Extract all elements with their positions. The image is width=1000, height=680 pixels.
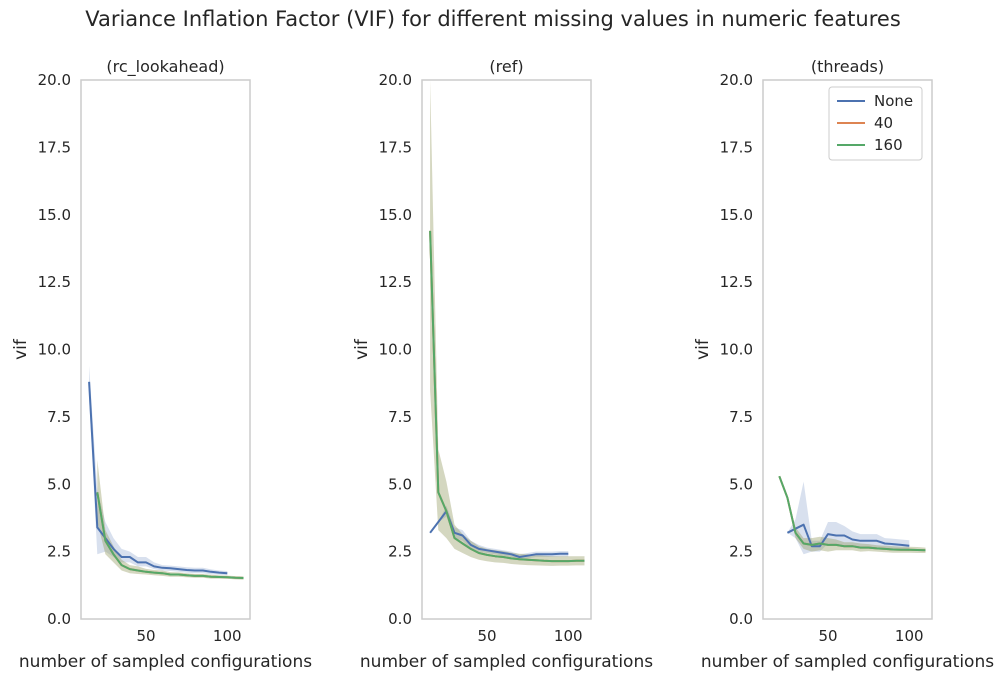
y-tick-label: 20.0 [379, 71, 412, 89]
x-axis-label: number of sampled configurations [360, 652, 653, 672]
series-line-160 [778, 475, 926, 552]
x-tick-label: 100 [213, 627, 242, 645]
y-tick-label: 7.5 [47, 408, 71, 426]
y-tick-label: 5.0 [729, 475, 753, 493]
ci-band-160 [430, 80, 585, 566]
y-tick-label: 0.0 [388, 610, 412, 628]
y-tick-label: 17.5 [720, 138, 753, 156]
legend: None 40 160 [828, 86, 923, 161]
series-line-none [429, 510, 569, 558]
series-line-40 [429, 230, 585, 563]
y-tick-label: 10.0 [720, 341, 753, 359]
y-tick-label: 20.0 [38, 71, 71, 89]
y-tick-label: 10.0 [38, 341, 71, 359]
subplot-rc-lookahead: 0.0 2.5 5.0 7.5 10.0 12.5 15.0 17.5 20.0 50 100 (rc… [11, 57, 312, 672]
y-axis-label: vif [11, 338, 31, 360]
y-tick-label: 5.0 [47, 475, 71, 493]
plot-area [88, 365, 244, 580]
axes-frame [80, 79, 251, 620]
legend-label-none: None [874, 92, 913, 110]
x-tick-label: 50 [477, 627, 496, 645]
y-tick-label: 5.0 [388, 475, 412, 493]
series-line-none [786, 523, 910, 548]
legend-box [828, 86, 923, 161]
y-tick-label: 12.5 [720, 273, 753, 291]
subplot-panels: 0.0 2.5 5.0 7.5 10.0 12.5 15.0 17.5 20.0 50 100 (rc… [11, 57, 994, 672]
plot-area [778, 475, 926, 555]
y-tick-label: 15.0 [38, 206, 71, 224]
subplot-ref: 0.0 2.5 5.0 7.5 10.0 12.5 15.0 17.5 20.0 50 100 (re… [352, 57, 653, 672]
legend-label-40: 40 [874, 114, 893, 132]
y-tick-label: 0.0 [729, 610, 753, 628]
y-tick-label: 2.5 [388, 543, 412, 561]
x-tick-label: 50 [818, 627, 837, 645]
figure-title: Variance Inflation Factor (VIF) for diff… [85, 7, 901, 31]
y-tick-label: 20.0 [720, 71, 753, 89]
subplot-threads: 0.0 2.5 5.0 7.5 10.0 12.5 15.0 17.5 20.0 50 100 (th… [693, 57, 994, 672]
ci-band-none [787, 481, 910, 555]
plot-area [429, 80, 585, 566]
y-tick-label: 12.5 [38, 273, 71, 291]
x-axis-label: number of sampled configurations [19, 652, 312, 672]
y-axis-label: vif [693, 338, 713, 360]
series-line-160 [429, 230, 585, 563]
subplot-title: (ref) [489, 57, 523, 76]
axes-frame [762, 79, 933, 620]
y-tick-label: 17.5 [379, 138, 412, 156]
y-tick-label: 12.5 [379, 273, 412, 291]
y-tick-label: 7.5 [729, 408, 753, 426]
y-tick-label: 2.5 [729, 543, 753, 561]
y-tick-label: 0.0 [47, 610, 71, 628]
x-axis-label: number of sampled configurations [701, 652, 994, 672]
x-tick-label: 50 [136, 627, 155, 645]
y-tick-label: 17.5 [38, 138, 71, 156]
y-tick-label: 10.0 [379, 341, 412, 359]
y-axis-label: vif [352, 338, 372, 360]
y-tick-label: 15.0 [379, 206, 412, 224]
subplot-title: (threads) [811, 57, 884, 76]
series-line-none [88, 381, 228, 575]
y-tick-label: 15.0 [720, 206, 753, 224]
y-tick-label: 2.5 [47, 543, 71, 561]
y-tick-label: 7.5 [388, 408, 412, 426]
ci-band-40 [430, 80, 585, 566]
legend-label-160: 160 [874, 136, 903, 154]
series-line-160 [96, 492, 244, 579]
x-tick-label: 100 [895, 627, 924, 645]
axes-frame [421, 79, 592, 620]
x-tick-label: 100 [554, 627, 583, 645]
subplot-title: (rc_lookahead) [106, 57, 224, 77]
